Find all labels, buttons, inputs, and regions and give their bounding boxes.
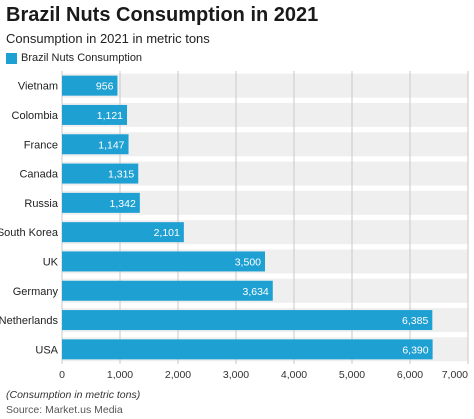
bar bbox=[62, 104, 128, 125]
row-band bbox=[62, 132, 468, 157]
category-label: France bbox=[24, 139, 58, 151]
bar bbox=[62, 163, 139, 184]
category-label: Russia bbox=[24, 198, 59, 210]
bar-value-label: 1,121 bbox=[97, 110, 123, 122]
x-tick-label: 4,000 bbox=[281, 369, 307, 381]
category-label: Vietnam bbox=[18, 81, 58, 93]
x-tick-label: 7,000 bbox=[442, 369, 468, 381]
x-tick-label: 2,000 bbox=[165, 369, 191, 381]
bar-value-label: 956 bbox=[96, 81, 114, 93]
source-text: Source: Market.us Media bbox=[6, 404, 123, 416]
bar bbox=[62, 222, 184, 243]
chart-title: Brazil Nuts Consumption in 2021 bbox=[6, 4, 319, 26]
bar-value-label: 6,390 bbox=[402, 344, 428, 356]
category-label: Netherlands bbox=[0, 315, 58, 327]
row-band bbox=[62, 73, 468, 98]
bar-value-label: 6,385 bbox=[402, 315, 428, 327]
bar-value-label: 3,634 bbox=[242, 286, 268, 298]
bar-value-label: 1,342 bbox=[110, 198, 136, 210]
x-tick-label: 0 bbox=[59, 369, 65, 381]
category-label: South Korea bbox=[0, 227, 59, 239]
bar bbox=[62, 134, 129, 155]
category-label: Colombia bbox=[12, 110, 59, 122]
bar bbox=[62, 310, 433, 331]
bar bbox=[62, 192, 140, 213]
legend-swatch bbox=[6, 52, 17, 64]
chart-note: (Consumption in metric tons) bbox=[6, 389, 141, 401]
bar-chart: 956 Vietnam 1,121 Colombia 1,147 France 1,315 C… bbox=[0, 71, 469, 381]
chart-subtitle: Consumption in 2021 in metric tons bbox=[6, 31, 210, 46]
category-label: Germany bbox=[13, 286, 59, 298]
row-band bbox=[62, 102, 468, 127]
bar-value-label: 2,101 bbox=[154, 227, 180, 239]
x-tick-label: 1,000 bbox=[107, 369, 133, 381]
bar bbox=[62, 251, 265, 272]
x-tick-label: 3,000 bbox=[223, 369, 249, 381]
bar bbox=[62, 75, 118, 96]
category-label: Canada bbox=[19, 169, 58, 181]
bar-value-label: 1,315 bbox=[108, 169, 134, 181]
bar bbox=[62, 339, 433, 360]
bar bbox=[62, 280, 273, 301]
category-label: USA bbox=[35, 344, 58, 356]
x-tick-label: 6,000 bbox=[397, 369, 423, 381]
legend-label: Brazil Nuts Consumption bbox=[21, 52, 143, 64]
x-tick-label: 5,000 bbox=[339, 369, 365, 381]
bar-value-label: 1,147 bbox=[98, 139, 124, 151]
legend: Brazil Nuts Consumption bbox=[6, 52, 142, 64]
category-label: UK bbox=[43, 256, 59, 268]
bar-value-label: 3,500 bbox=[235, 256, 261, 268]
